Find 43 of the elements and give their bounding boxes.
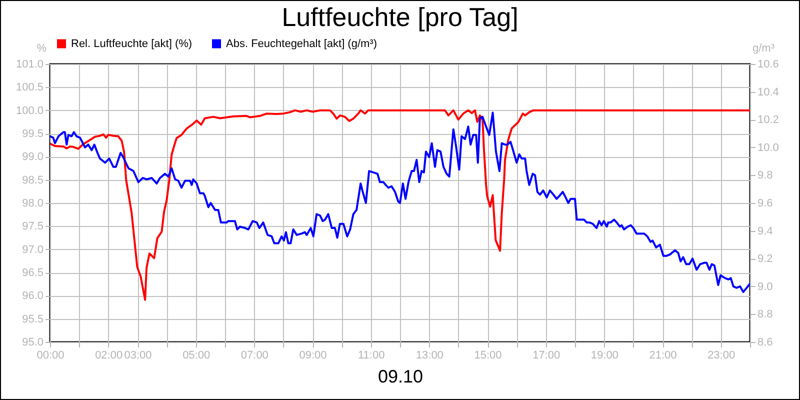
y-tick-label: 98.5 <box>22 174 44 186</box>
y-tick-label: 98.0 <box>22 198 44 210</box>
x-axis-title: 09.10 <box>378 366 424 386</box>
y-tick-label: 100.0 <box>16 104 44 117</box>
y-tick-label: 101.0 <box>16 58 44 70</box>
y2-tick-label: 10.0 <box>758 142 779 154</box>
x-tick-label: 05:00 <box>182 350 210 362</box>
y-tick-label: 96.0 <box>22 290 44 302</box>
legend-label: Rel. Luftfeuchte [akt] (%) <box>71 38 192 50</box>
y2-tick-label: 9.0 <box>758 280 773 293</box>
y2-tick-label: 9.8 <box>758 170 773 182</box>
x-tick-label: 21:00 <box>649 350 677 362</box>
y2-tick-label: 10.4 <box>758 86 779 98</box>
legend-label: Abs. Feuchtegehalt [akt] (g/m³) <box>226 38 378 50</box>
chart-title: Luftfeuchte [pro Tag] <box>282 2 518 32</box>
y-tick-label: 99.5 <box>22 128 44 140</box>
x-tick-label: 19:00 <box>590 350 618 362</box>
x-tick-label: 03:00 <box>124 350 152 362</box>
y-tick-label: 97.0 <box>22 244 44 256</box>
y2-tick-label: 9.6 <box>758 198 773 210</box>
x-tick-label: 11:00 <box>358 350 385 362</box>
x-tick-label: 17:00 <box>532 350 560 362</box>
y-tick-label: 96.5 <box>22 267 44 279</box>
y-tick-label: 95.5 <box>22 313 44 326</box>
y2-tick-label: 9.4 <box>758 225 773 238</box>
y-axis-title: % <box>36 42 47 54</box>
x-tick-label: 13:00 <box>416 350 444 362</box>
y-tick-label: 99.0 <box>22 151 44 164</box>
y2-tick-label: 10.6 <box>758 58 779 70</box>
x-tick-label: 23:00 <box>708 350 736 362</box>
y-tick-label: 97.5 <box>22 220 44 233</box>
y2-tick-label: 10.2 <box>758 114 779 126</box>
y2-tick-label: 9.2 <box>758 253 773 266</box>
x-tick-label: 09:00 <box>299 350 327 362</box>
x-tick-label: 07:00 <box>240 350 268 362</box>
y2-tick-label: 8.8 <box>758 308 773 321</box>
y-tick-label: 100.5 <box>16 82 44 94</box>
y-tick-label: 95.0 <box>22 336 44 348</box>
x-tick-label: 15:00 <box>474 350 502 362</box>
y2-tick-label: 8.6 <box>758 336 773 348</box>
y2-axis-title: g/m³ <box>752 42 775 54</box>
x-tick-label: 00:00 <box>36 350 64 362</box>
x-tick-label: 02:00 <box>95 350 123 362</box>
